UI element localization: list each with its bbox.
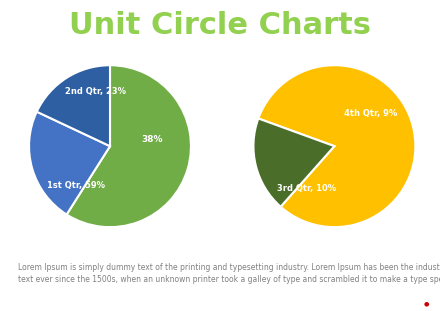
Text: ●: ●: [424, 301, 429, 306]
Wedge shape: [37, 65, 110, 146]
Text: 2nd Qtr, 23%: 2nd Qtr, 23%: [65, 87, 126, 95]
Text: 1st Qtr, 59%: 1st Qtr, 59%: [47, 180, 105, 189]
Text: Unit Circle Charts: Unit Circle Charts: [69, 11, 371, 40]
Text: 38%: 38%: [141, 135, 163, 144]
Wedge shape: [253, 118, 334, 207]
Wedge shape: [258, 65, 415, 227]
Text: Lorem Ipsum is simply dummy text of the printing and typesetting industry. Lorem: Lorem Ipsum is simply dummy text of the …: [18, 263, 440, 284]
Text: 4th Qtr, 9%: 4th Qtr, 9%: [344, 109, 397, 118]
Wedge shape: [66, 65, 191, 227]
Wedge shape: [29, 112, 110, 215]
Text: 3rd Qtr, 10%: 3rd Qtr, 10%: [276, 184, 336, 193]
